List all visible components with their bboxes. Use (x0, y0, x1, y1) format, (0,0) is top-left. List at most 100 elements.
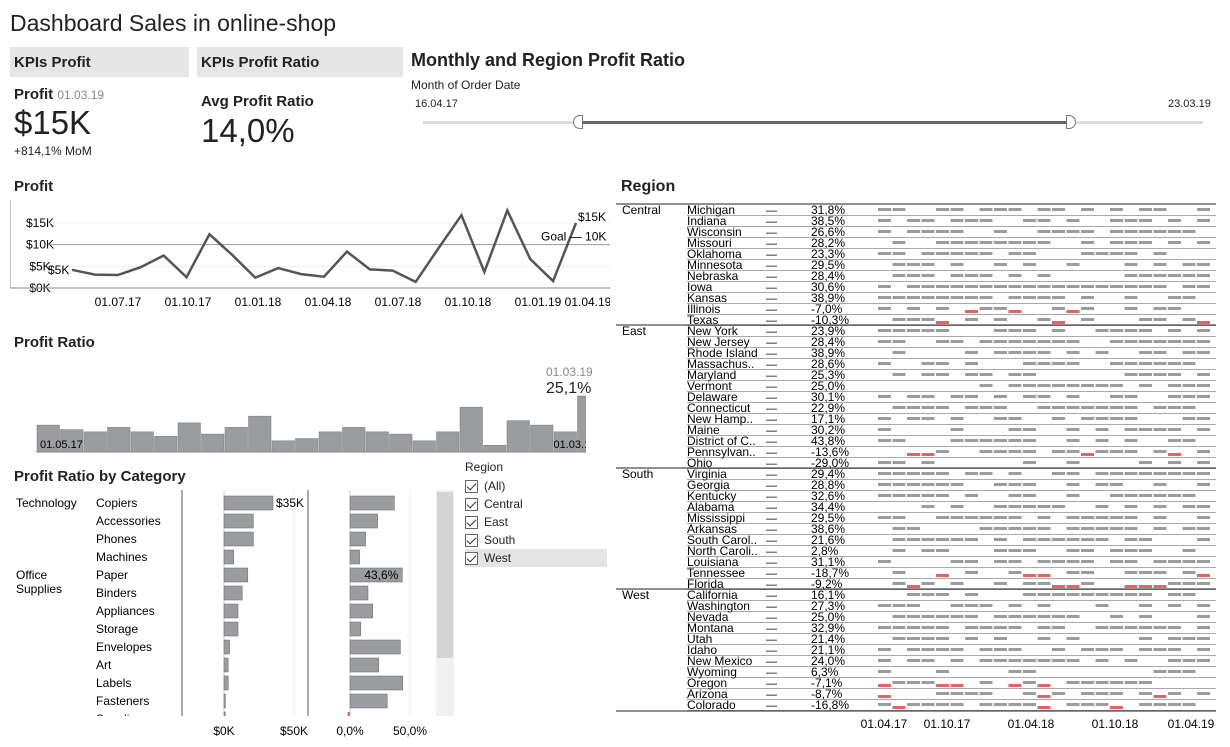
sparkbar (1023, 505, 1036, 508)
sparkbar (1008, 296, 1022, 299)
sparkbar (1153, 307, 1167, 310)
region-filter-option[interactable]: (All) (465, 477, 607, 495)
sparkbar (1023, 263, 1036, 266)
sparkbar (1139, 230, 1152, 233)
sparkbar (936, 296, 949, 299)
sparkbar (1168, 648, 1181, 651)
sparkbar (1168, 340, 1181, 343)
sparkbar (1124, 527, 1138, 530)
checkbox-checked-icon[interactable] (465, 479, 478, 493)
sparkbar (1197, 516, 1210, 519)
sparkbar (1023, 285, 1036, 288)
sparkbar (994, 538, 1007, 541)
sparkbar (921, 648, 935, 651)
state-label: Iowa (687, 280, 713, 294)
subcategory-label: Fasteners (96, 694, 149, 708)
sparkbar (878, 516, 891, 519)
sparkbar (1110, 285, 1123, 288)
sparkbar (936, 574, 949, 577)
kpi-profit-label: Profit 01.03.19 (14, 86, 104, 103)
sparkbar (1153, 472, 1167, 475)
sparkbar (1182, 395, 1196, 398)
sparkbar (1066, 560, 1080, 563)
state-label: South Carol.. (687, 533, 757, 547)
sparkbar (1037, 406, 1051, 409)
sparkbar (1008, 626, 1022, 629)
sparkbar (965, 637, 978, 640)
sparkbar (1008, 703, 1022, 706)
state-label: New Hamp.. (687, 412, 753, 426)
sparkbar (1153, 494, 1167, 497)
sparkbar (1095, 472, 1109, 475)
sparkbar (1095, 692, 1109, 695)
state-dash: — (766, 282, 777, 294)
range-start-handle[interactable] (573, 115, 583, 129)
sparkbar (965, 615, 978, 618)
region-filter-option[interactable]: Central (465, 495, 607, 513)
sparkbar (1139, 494, 1152, 497)
sparkbar (979, 692, 993, 695)
state-label: Illinois (687, 302, 720, 316)
sparkbar (965, 571, 978, 574)
sparkbar (1124, 585, 1138, 588)
region-filter-option[interactable]: West (465, 549, 607, 567)
sparkbar (994, 439, 1007, 442)
sparkbar (1110, 681, 1123, 684)
sparkbar (1023, 351, 1036, 354)
region-x-tick: 01.04.18 (1008, 717, 1055, 731)
sparkbar (1139, 703, 1152, 706)
dashboard-title: Dashboard Sales in online-shop (10, 10, 337, 36)
sparkbar (1066, 527, 1080, 530)
sparkbar (994, 648, 1007, 651)
sparkbar (1008, 340, 1022, 343)
sparkbar (907, 395, 920, 398)
cat-scroll-thumb[interactable] (437, 492, 453, 658)
sparkbar (878, 626, 891, 629)
subcategory-label: Storage (96, 622, 138, 636)
state-label: New York (687, 324, 739, 338)
sparkbar (1139, 428, 1152, 431)
sparkbar (1124, 560, 1138, 563)
sparkbar (1008, 384, 1022, 387)
sparkbar (1066, 494, 1080, 497)
sparkbar (994, 307, 1007, 310)
cat-profit-tick: $50K (280, 724, 308, 738)
sparkbar (1095, 406, 1109, 409)
state-ratio-value: 28,4% (811, 269, 845, 283)
ratio-bar-cat (349, 567, 403, 583)
subcategory-label: Machines (96, 550, 147, 564)
checkbox-checked-icon[interactable] (465, 533, 478, 547)
region-filter-option[interactable]: East (465, 513, 607, 531)
state-ratio-value: -7,1% (811, 676, 843, 690)
sparkbar (950, 538, 964, 541)
sparkbar (965, 296, 978, 299)
sparkbar (1052, 538, 1065, 541)
sparkbar (921, 230, 935, 233)
sparkbar (950, 582, 964, 585)
ratio-last-value: 25,1% (546, 380, 592, 397)
sparkbar (878, 648, 891, 651)
state-dash: — (766, 601, 777, 613)
goal-label: Goal — 10K (541, 230, 606, 244)
sparkbar (979, 472, 993, 475)
sparkbar (892, 296, 906, 299)
sparkbar (921, 373, 935, 376)
sparkbar (1081, 296, 1094, 299)
sparkbar (1153, 560, 1167, 563)
checkbox-checked-icon[interactable] (465, 515, 478, 529)
sparkbar (1197, 417, 1210, 420)
state-dash: — (766, 436, 777, 448)
sparkbar (994, 450, 1007, 453)
region-filter-option[interactable]: South (465, 531, 607, 549)
sparkbar (1008, 494, 1022, 497)
date-range-slider[interactable] (423, 115, 1203, 129)
checkbox-checked-icon[interactable] (465, 497, 478, 511)
ratio-bar-cat (349, 495, 395, 511)
region-filter-label: South (484, 533, 516, 547)
sparkbar (892, 637, 906, 640)
sparkbar (907, 659, 920, 662)
range-end-handle[interactable] (1066, 115, 1077, 129)
state-dash: — (766, 491, 777, 503)
checkbox-checked-icon[interactable] (465, 551, 478, 565)
